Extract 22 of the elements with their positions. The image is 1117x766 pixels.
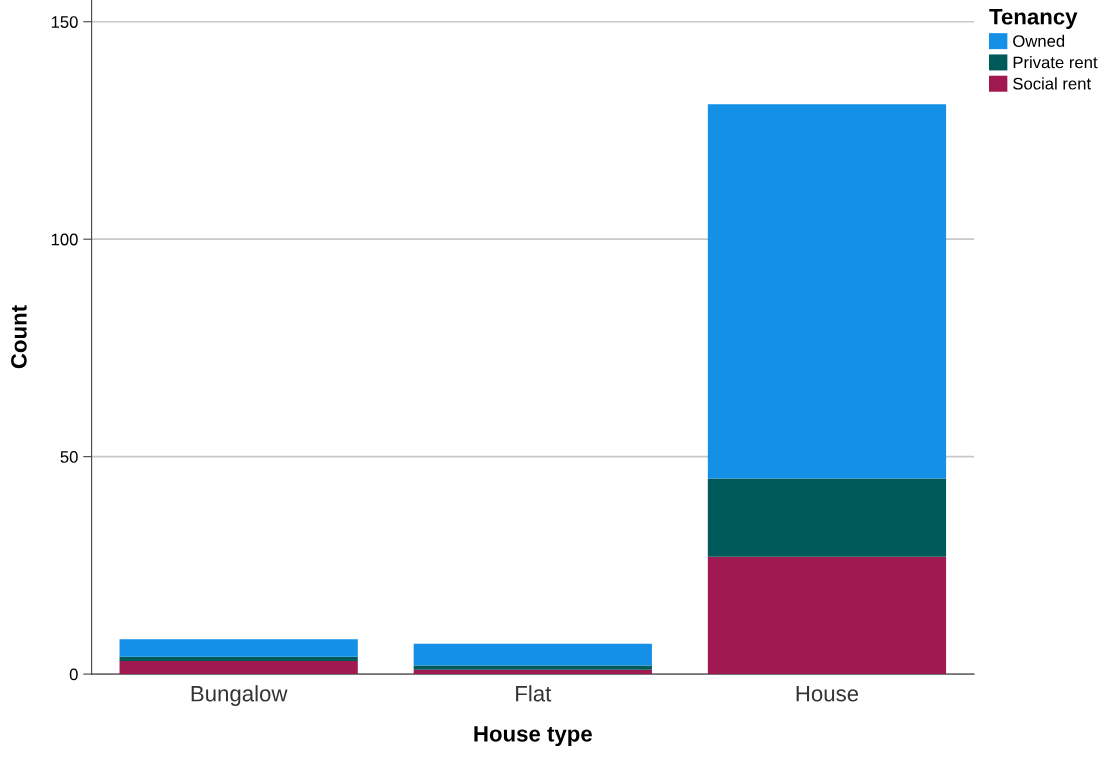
bar — [413, 665, 652, 670]
bar — [119, 661, 358, 675]
legend-label: Private rent — [1013, 56, 1098, 69]
y-tick-label: 100 — [51, 233, 78, 246]
bar — [707, 478, 947, 557]
bar — [707, 104, 947, 479]
bar — [119, 639, 358, 657]
legend-label: Social rent — [1013, 77, 1091, 90]
x-tick-label: Flat — [516, 685, 552, 702]
legend-label: Owned — [1013, 34, 1065, 47]
bar — [707, 556, 947, 675]
legend-title: Tenancy — [989, 9, 1078, 29]
y-tick-label: 50 — [60, 451, 78, 463]
y-tick-label: 150 — [51, 16, 78, 28]
y-tick-label: 0 — [69, 668, 78, 681]
x-axis-title: House type — [474, 726, 592, 747]
bar — [413, 669, 652, 675]
bar — [413, 643, 652, 666]
x-tick-label: Bungalow — [191, 685, 288, 706]
y-axis-title: Count — [11, 305, 27, 369]
x-tick-label: House — [796, 686, 859, 702]
bar — [119, 656, 358, 662]
